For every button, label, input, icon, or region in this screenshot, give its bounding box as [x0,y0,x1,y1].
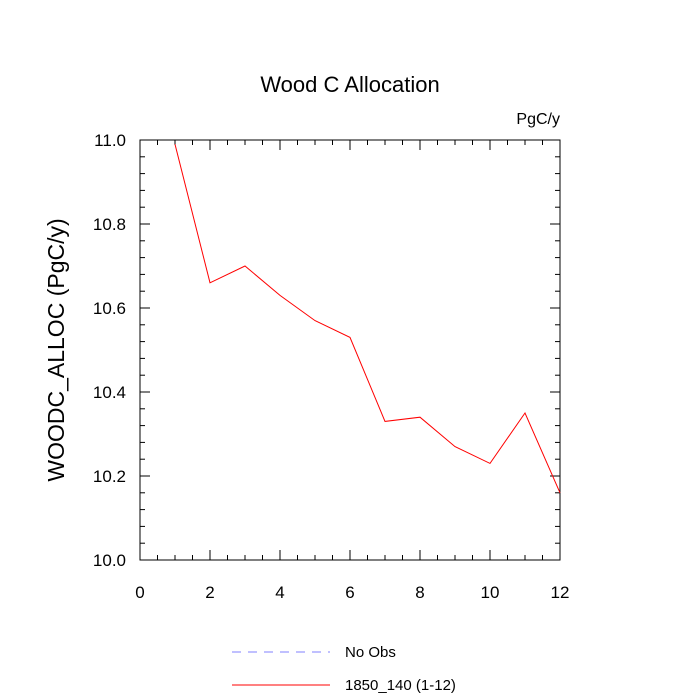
y-axis-title: WOODC_ALLOC (PgC/y) [43,218,69,481]
x-tick-label: 8 [415,583,424,602]
y-tick-label: 10.4 [93,383,126,402]
y-tick-label: 10.8 [93,215,126,234]
chart-title: Wood C Allocation [260,72,439,97]
x-tick-label: 2 [205,583,214,602]
legend-label: No Obs [345,644,396,661]
series-line [174,144,561,494]
x-tick-label: 0 [135,583,144,602]
x-tick-label: 4 [275,583,284,602]
units-label: PgC/y [516,111,560,128]
plot-frame [139,139,561,561]
y-tick-label: 10.0 [93,551,126,570]
legend: No Obs 1850_140 (1-12) [232,644,456,694]
x-tick-label: 6 [345,583,354,602]
x-tick-label: 10 [481,583,500,602]
x-tick-label: 12 [551,583,570,602]
axis-ticks [139,139,561,561]
y-tick-label: 10.2 [93,467,126,486]
y-tick-label: 11.0 [94,131,126,150]
series-layer [174,144,561,494]
legend-label: 1850_140 (1-12) [345,677,456,694]
axis-tick-labels: 0 2 4 6 8 10 12 10.0 10.2 10.4 10.6 10.8 11.0 [93,131,570,602]
y-tick-label: 10.6 [93,299,126,318]
